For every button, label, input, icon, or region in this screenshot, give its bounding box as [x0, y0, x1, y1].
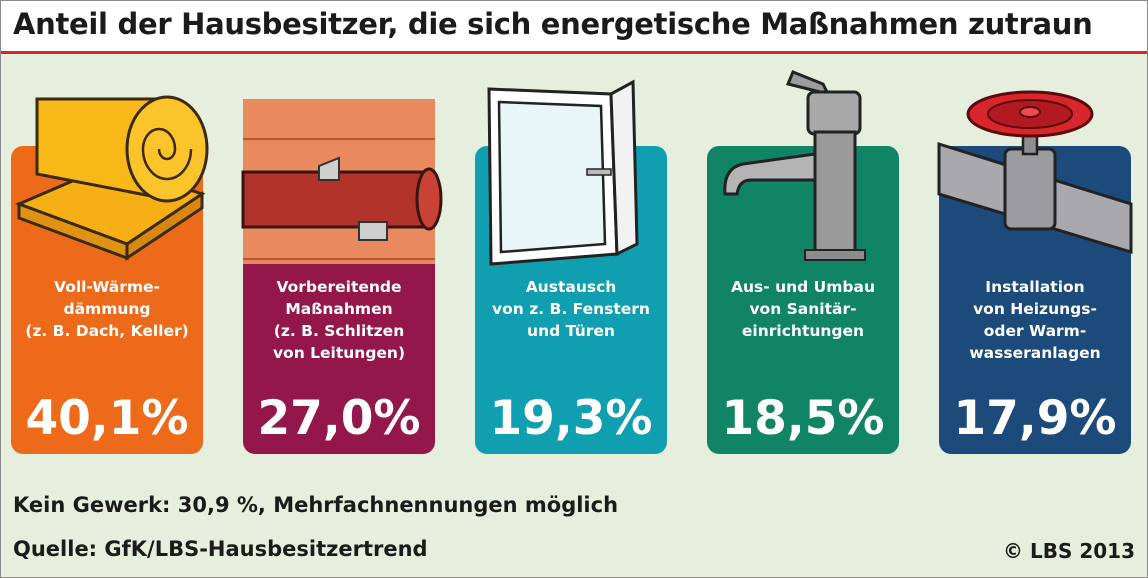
value-label-1: 40,1%	[25, 391, 188, 446]
category-label-3: Austausch von z. B. Fenstern und Türen	[492, 278, 650, 340]
value-label-4: 18,5%	[721, 391, 884, 446]
category-label-1: Voll-Wärme-dämmung (z. B. Dach, Keller)	[25, 278, 188, 340]
insulation-roll-icon	[14, 95, 209, 261]
value-label-5: 17,9%	[953, 391, 1116, 446]
value-label-3: 19,3%	[489, 391, 652, 446]
window-icon	[487, 79, 639, 266]
category-label-5: Installation von Heizungs-oder Warm-wasse…	[969, 278, 1100, 362]
valve-pipe-icon	[937, 90, 1133, 255]
footer-copyright: © LBS 2013	[1003, 539, 1135, 563]
bar-chart: Voll-Wärme-dämmung (z. B. Dach, Keller) 40…	[11, 70, 1133, 454]
header: Anteil der Hausbesitzer, die sich energe…	[1, 1, 1147, 54]
footer-note: Kein Gewerk: 30,9 %, Mehrfachnennungen m…	[13, 493, 619, 517]
category-label-2: Vorbereitende Maßnahmen (z. B. Schlitzen vo…	[273, 278, 405, 362]
icons-layer	[14, 70, 1133, 266]
faucet-icon	[723, 70, 866, 261]
value-label-2: 27,0%	[257, 391, 420, 446]
chart-title: Anteil der Hausbesitzer, die sich energe…	[13, 7, 1093, 41]
footer-source: Quelle: GfK/LBS-Hausbesitzertrend	[13, 537, 428, 561]
labels-layer: Voll-Wärme-dämmung (z. B. Dach, Keller) 40…	[25, 278, 1116, 446]
pipe-in-wall-icon	[241, 99, 443, 264]
category-label-4: Aus- und Umbau von Sanitär-einrichtungen	[731, 278, 875, 340]
